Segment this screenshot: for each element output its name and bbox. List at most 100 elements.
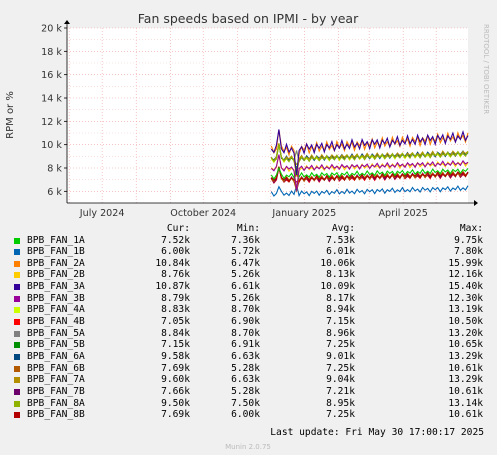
legend-value-max: 10.61k	[448, 385, 483, 397]
legend-swatch	[14, 249, 20, 256]
x-tick-label: July 2024	[79, 208, 125, 219]
y-tick-label: 16 k	[41, 70, 62, 81]
series-line	[270, 166, 469, 183]
legend-series-name: BPB_FAN_2A	[27, 257, 85, 269]
legend-value-max: 13.29k	[448, 351, 483, 362]
series-line	[270, 166, 469, 193]
legend-value-cur: 8.79k	[161, 292, 190, 304]
legend-series-name: BPB_FAN_6A	[27, 351, 85, 362]
legend-value-avg: 7.25k	[326, 339, 355, 351]
legend-value-avg: 8.94k	[326, 304, 355, 316]
y-axis-label: RPM or %	[5, 91, 16, 139]
y-tick-label: 18 k	[41, 47, 62, 58]
legend-value-min: 6.90k	[231, 316, 260, 328]
legend-value-max: 13.29k	[448, 374, 483, 386]
legend-value-min: 6.91k	[231, 339, 260, 351]
legend-series-name: BPB_FAN_1A	[27, 234, 85, 246]
legend-swatch	[14, 295, 20, 302]
legend-value-max: 12.30k	[448, 292, 483, 304]
legend-value-min: 7.36k	[231, 234, 260, 246]
legend-value-max: 15.40k	[448, 281, 483, 293]
legend-value-avg: 7.25k	[326, 409, 355, 421]
legend-value-avg: 8.17k	[326, 292, 355, 304]
legend-swatch	[14, 319, 20, 326]
legend-value-max: 10.61k	[448, 409, 483, 421]
legend-series-name: BPB_FAN_2B	[27, 269, 85, 281]
legend-value-min: 5.72k	[231, 246, 260, 258]
series-line	[270, 144, 469, 166]
legend-column-header: Cur:	[166, 223, 190, 234]
y-tick-label: 10 k	[41, 140, 62, 151]
legend-value-cur: 8.76k	[161, 269, 190, 281]
plot-background	[67, 28, 468, 203]
legend-value-cur: 6.00k	[161, 246, 190, 258]
legend-series-name: BPB_FAN_1B	[27, 246, 85, 258]
legend-swatch	[14, 272, 20, 279]
legend-swatch	[14, 412, 20, 419]
legend-value-cur: 7.05k	[161, 316, 190, 328]
legend-value-min: 7.50k	[231, 397, 260, 409]
x-axis-arrow	[474, 200, 478, 206]
legend-column-header: Max:	[459, 223, 483, 234]
x-tick-label: January 2025	[271, 208, 336, 219]
series-line	[270, 165, 469, 180]
legend-swatch	[14, 260, 20, 267]
legend-value-min: 5.28k	[231, 385, 260, 397]
legend-swatch	[14, 342, 20, 349]
y-axis-arrow	[64, 20, 70, 24]
y-tick-label: 8 k	[47, 164, 62, 175]
legend-value-avg: 8.13k	[326, 269, 355, 281]
legend-series-name: BPB_FAN_8B	[27, 409, 85, 421]
legend-value-cur: 7.69k	[161, 409, 190, 421]
legend-value-min: 6.61k	[231, 281, 260, 293]
series-line	[270, 183, 469, 198]
legend-value-avg: 7.25k	[326, 362, 355, 374]
legend-value-min: 5.28k	[231, 362, 260, 374]
legend-value-avg: 7.53k	[326, 234, 355, 246]
legend-value-cur: 9.50k	[161, 397, 190, 409]
legend-value-avg: 9.04k	[326, 374, 355, 386]
legend-value-min: 5.26k	[231, 292, 260, 304]
legend-value-cur: 10.84k	[155, 257, 190, 269]
legend-value-max: 9.75k	[454, 234, 483, 246]
legend-series-name: BPB_FAN_7B	[27, 385, 85, 397]
legend-series-name: BPB_FAN_3B	[27, 292, 85, 304]
legend-series-name: BPB_FAN_7A	[27, 374, 85, 386]
legend-value-max: 15.99k	[448, 257, 483, 269]
legend-value-min: 8.70k	[231, 327, 260, 339]
legend-value-cur: 10.87k	[155, 281, 190, 293]
series-line	[270, 129, 469, 177]
legend-series-name: BPB_FAN_4B	[27, 316, 85, 328]
legend-value-max: 10.50k	[448, 316, 483, 328]
side-label: RRDTOOL / TOBI OETIKER	[482, 24, 490, 114]
legend-value-min: 5.26k	[231, 269, 260, 281]
legend-value-cur: 8.84k	[161, 327, 190, 339]
y-tick-label: 6 k	[47, 187, 62, 198]
plot-area: 6 k 8 k 10 k 12 k 14 k 16 k 18 k 20 k July 2024 O…	[41, 20, 478, 219]
x-tick-label: April 2025	[378, 208, 427, 219]
legend-series-name: BPB_FAN_6B	[27, 362, 85, 374]
legend-series-name: BPB_FAN_3A	[27, 281, 85, 293]
legend-series-name: BPB_FAN_5A	[27, 327, 85, 339]
legend-value-avg: 10.06k	[320, 257, 355, 269]
y-tick-label: 20 k	[41, 24, 62, 35]
legend-swatch	[14, 400, 20, 407]
legend-swatch	[14, 307, 20, 314]
legend-swatch	[14, 388, 20, 395]
legend-series-name: BPB_FAN_4A	[27, 304, 85, 316]
legend-swatch	[14, 330, 20, 337]
legend-value-max: 10.61k	[448, 362, 483, 374]
series-line	[270, 129, 469, 175]
legend-value-cur: 9.60k	[161, 374, 190, 386]
legend-value-avg: 7.15k	[326, 316, 355, 328]
last-update: Last update: Fri May 30 17:00:17 2025	[270, 427, 484, 438]
legend-value-cur: 8.83k	[161, 304, 190, 316]
legend-value-min: 8.70k	[231, 304, 260, 316]
y-tick-label: 14 k	[41, 94, 62, 105]
legend-value-avg: 9.01k	[326, 351, 355, 362]
legend-swatch	[14, 377, 20, 384]
legend-column-header: Min:	[236, 223, 260, 234]
legend-value-min: 6.63k	[231, 374, 260, 386]
legend-swatch	[14, 284, 20, 291]
